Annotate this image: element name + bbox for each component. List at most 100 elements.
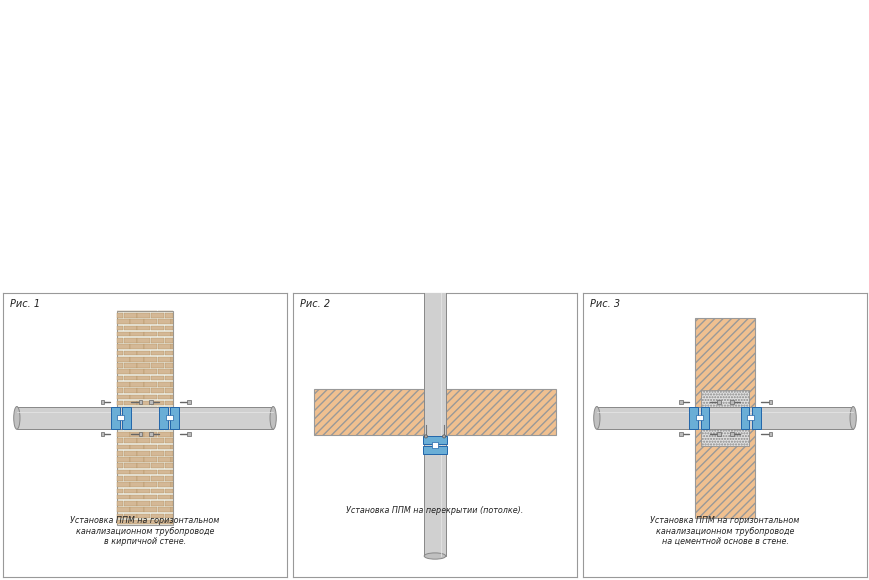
Bar xyxy=(713,575,735,580)
Bar xyxy=(171,332,173,336)
Bar xyxy=(123,488,136,493)
Bar xyxy=(171,419,173,424)
Bar xyxy=(123,463,136,468)
Bar xyxy=(116,407,129,412)
Bar xyxy=(144,320,157,324)
Bar xyxy=(130,382,143,387)
Bar xyxy=(116,463,123,468)
Bar xyxy=(116,501,123,506)
Bar xyxy=(171,369,173,374)
Bar xyxy=(164,401,173,405)
Bar xyxy=(157,470,170,474)
Bar xyxy=(137,313,150,318)
Ellipse shape xyxy=(713,572,735,579)
Bar xyxy=(157,407,170,412)
Bar xyxy=(116,388,123,393)
Ellipse shape xyxy=(269,407,276,429)
Bar xyxy=(116,438,123,443)
Circle shape xyxy=(442,435,445,438)
Bar xyxy=(157,419,170,424)
Bar xyxy=(116,451,123,455)
Bar xyxy=(138,400,143,404)
Bar xyxy=(17,407,273,429)
Bar xyxy=(144,357,157,361)
Bar xyxy=(144,419,157,424)
Bar xyxy=(123,313,136,318)
Bar xyxy=(157,382,170,387)
Bar xyxy=(700,390,748,409)
Bar xyxy=(171,495,173,499)
Bar xyxy=(151,338,164,343)
Text: Рис. 3: Рис. 3 xyxy=(589,299,619,309)
Bar xyxy=(123,501,136,506)
Bar xyxy=(116,414,123,418)
Bar xyxy=(116,320,129,324)
Bar xyxy=(137,401,150,405)
Bar xyxy=(424,285,445,556)
Bar xyxy=(171,320,173,324)
Bar xyxy=(130,357,143,361)
Bar xyxy=(137,451,150,455)
Bar xyxy=(137,351,150,356)
Bar xyxy=(123,363,136,368)
Bar xyxy=(164,426,173,430)
Bar xyxy=(116,488,123,493)
Bar xyxy=(164,388,173,393)
Bar xyxy=(144,432,157,437)
Bar xyxy=(171,482,173,487)
Bar xyxy=(116,470,129,474)
Bar xyxy=(130,470,143,474)
Bar xyxy=(171,382,173,387)
Bar xyxy=(144,332,157,336)
Bar xyxy=(149,432,153,436)
Bar xyxy=(151,388,164,393)
Bar xyxy=(144,445,157,450)
Bar xyxy=(767,432,772,436)
Bar xyxy=(151,438,164,443)
Bar xyxy=(151,414,164,418)
Bar xyxy=(700,427,748,445)
Bar xyxy=(151,426,164,430)
Bar xyxy=(164,451,173,455)
Bar xyxy=(123,388,136,393)
Bar xyxy=(116,357,129,361)
Bar xyxy=(123,325,136,330)
Bar xyxy=(730,432,733,436)
Bar xyxy=(164,488,173,493)
Bar xyxy=(116,382,129,387)
Bar xyxy=(700,407,708,429)
Bar xyxy=(423,446,446,454)
Bar xyxy=(164,376,173,380)
Bar xyxy=(123,351,136,356)
Bar xyxy=(116,508,129,512)
Bar xyxy=(144,508,157,512)
Bar xyxy=(740,407,748,429)
Bar xyxy=(171,345,173,349)
Bar xyxy=(151,488,164,493)
Bar xyxy=(116,313,123,318)
Bar xyxy=(137,338,150,343)
Bar xyxy=(187,432,190,436)
Bar xyxy=(123,414,136,418)
Bar xyxy=(122,407,130,429)
Bar xyxy=(164,351,173,356)
Bar xyxy=(137,426,150,430)
Bar xyxy=(730,400,733,404)
Bar xyxy=(171,394,173,399)
Bar xyxy=(144,382,157,387)
Bar xyxy=(123,438,136,443)
Bar xyxy=(694,318,754,517)
Bar xyxy=(688,407,698,429)
Bar xyxy=(137,488,150,493)
Bar xyxy=(130,419,143,424)
Bar xyxy=(751,407,760,429)
Bar xyxy=(137,438,150,443)
Bar xyxy=(171,445,173,450)
Bar xyxy=(130,495,143,499)
Bar xyxy=(110,407,120,429)
Bar xyxy=(144,345,157,349)
Bar xyxy=(164,463,173,468)
Bar xyxy=(157,457,170,462)
Bar xyxy=(151,513,164,518)
Bar xyxy=(117,415,124,420)
